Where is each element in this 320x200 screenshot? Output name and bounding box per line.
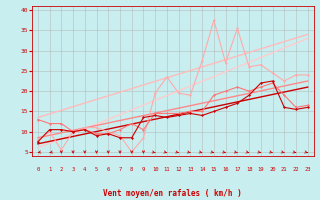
- X-axis label: Vent moyen/en rafales ( km/h ): Vent moyen/en rafales ( km/h ): [103, 189, 242, 198]
